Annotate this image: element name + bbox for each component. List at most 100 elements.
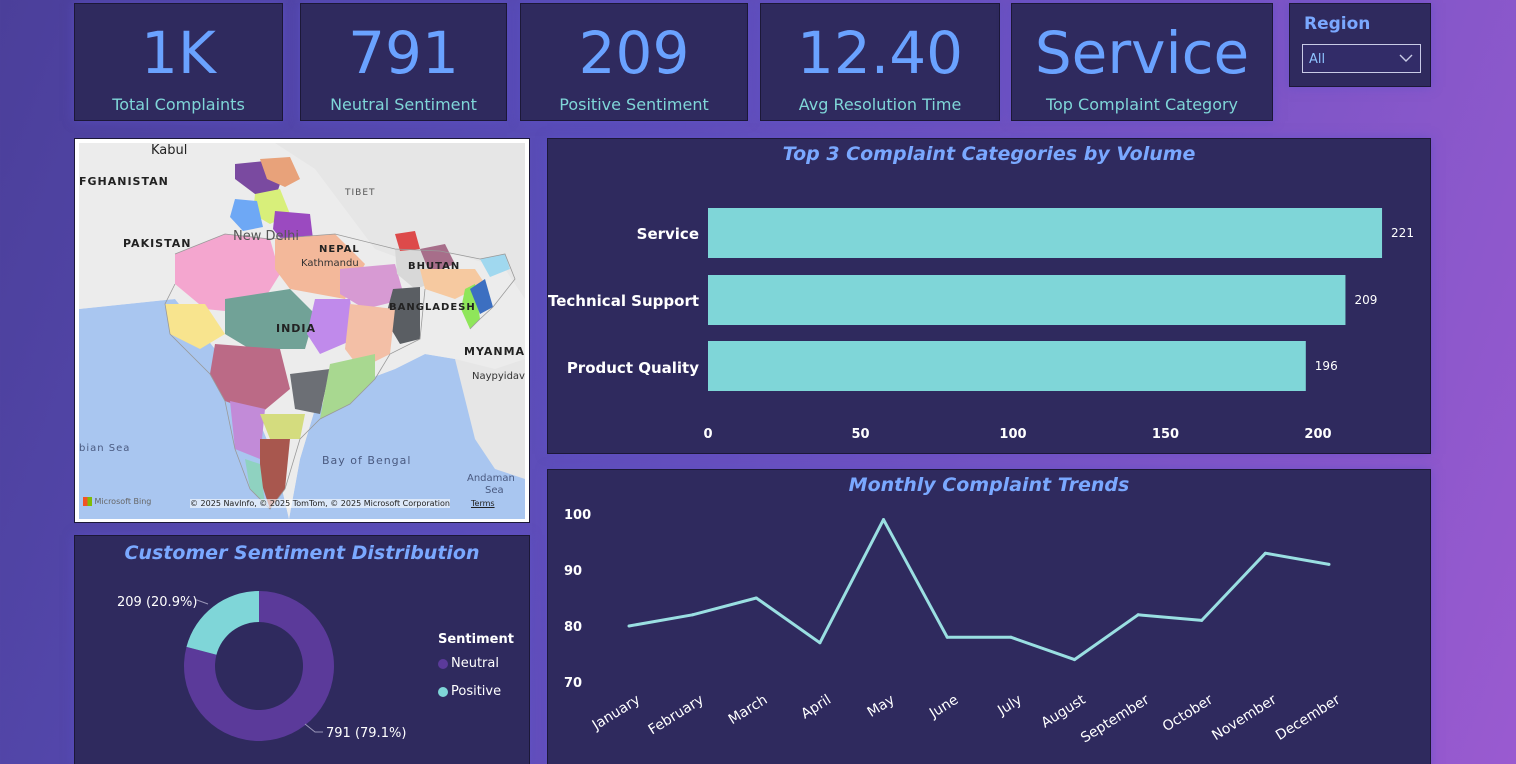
kpi-top-complaint-category[interactable]: Service Top Complaint Category bbox=[1011, 3, 1273, 121]
bar-chart: 221 209 196 0 50 100 150 200 bbox=[703, 208, 1414, 442]
legend-dot-positive bbox=[438, 686, 448, 697]
donut-chart: 209 (20.9%) 791 (79.1%) bbox=[117, 591, 406, 741]
bar-data-label: 209 bbox=[1354, 293, 1377, 307]
bar-1 bbox=[708, 275, 1346, 325]
region-dropdown[interactable]: All bbox=[1302, 44, 1421, 73]
bar-chart-title: Top 3 Complaint Categories by Volume bbox=[782, 143, 1196, 165]
bar-0 bbox=[708, 208, 1383, 258]
map-label-bhutan: BHUTAN bbox=[408, 261, 461, 272]
legend-dot-neutral bbox=[438, 658, 448, 669]
map-label-pakistan: PAKISTAN bbox=[123, 237, 192, 250]
kpi-value: 1K bbox=[141, 19, 216, 87]
x-tick-label: 150 bbox=[1152, 427, 1179, 442]
donut-leader-line bbox=[304, 723, 323, 733]
month-label: March bbox=[726, 692, 771, 728]
line-chart-panel: Monthly Complaint Trends 70 80 90 100 Januar… bbox=[547, 469, 1431, 764]
kpi-avg-resolution-time[interactable]: 12.40 Avg Resolution Time bbox=[760, 3, 1000, 121]
trend-point bbox=[945, 635, 949, 639]
map-label-nepal: NEPAL bbox=[319, 244, 360, 255]
trend-point bbox=[627, 624, 631, 628]
kpi-label: Avg Resolution Time bbox=[798, 95, 962, 114]
x-tick-label: 50 bbox=[851, 427, 869, 442]
month-label: September bbox=[1078, 692, 1152, 747]
trend-point bbox=[1072, 658, 1076, 662]
windows-logo-icon bbox=[83, 497, 92, 506]
y-tick-label: 100 bbox=[564, 508, 591, 523]
legend-label-neutral: Neutral bbox=[451, 656, 499, 671]
kpi-label: Total Complaints bbox=[112, 95, 245, 114]
month-label: April bbox=[798, 692, 834, 723]
line-chart-title: Monthly Complaint Trends bbox=[848, 474, 1130, 496]
kpi-total-complaints[interactable]: 1K Total Complaints bbox=[74, 3, 283, 121]
bar-data-label: 196 bbox=[1315, 359, 1338, 373]
region-slicer-title: Region bbox=[1304, 14, 1371, 34]
donut-chart-title: Customer Sentiment Distribution bbox=[124, 542, 480, 564]
bar-labels: Service Technical Support Product Qualit… bbox=[548, 139, 699, 455]
map-label-andaman-sea: Andaman bbox=[467, 473, 515, 484]
bar-2 bbox=[708, 341, 1306, 391]
kpi-value: 791 bbox=[348, 19, 459, 87]
trend-point bbox=[818, 641, 822, 645]
map-label-kathmandu: Kathmandu bbox=[301, 258, 359, 269]
month-label: August bbox=[1039, 692, 1089, 732]
map-canvas bbox=[79, 143, 525, 519]
trend-point bbox=[1327, 562, 1331, 566]
map-label-kabul: Kabul bbox=[151, 143, 188, 158]
trend-point bbox=[1009, 635, 1013, 639]
donut-slice-neutral bbox=[184, 591, 334, 741]
bar-data-label: 221 bbox=[1391, 226, 1414, 240]
line-chart: 70 80 90 100 January February March April May Jun… bbox=[564, 508, 1343, 747]
y-tick-label: 90 bbox=[564, 564, 582, 579]
chevron-down-icon bbox=[1399, 54, 1413, 62]
map-label-tibet: TIBET bbox=[345, 188, 376, 198]
map-label-bangladesh: BANGLADESH bbox=[389, 302, 476, 313]
trend-point bbox=[882, 518, 886, 522]
map-label-myanmar: MYANMA bbox=[464, 345, 526, 358]
trend-point bbox=[754, 596, 758, 600]
trend-point bbox=[1263, 551, 1267, 555]
x-tick-label: 0 bbox=[703, 427, 712, 442]
kpi-value: 209 bbox=[578, 19, 690, 87]
month-label: June bbox=[926, 692, 961, 722]
map-label-new-delhi: New Delhi bbox=[233, 229, 299, 244]
region-selected-value: All bbox=[1309, 52, 1326, 67]
map-label-arabian-sea: bian Sea bbox=[79, 443, 131, 454]
kpi-value: Service bbox=[1034, 19, 1250, 87]
month-label: December bbox=[1273, 692, 1343, 744]
legend-item-neutral[interactable]: Neutral bbox=[438, 656, 499, 671]
kpi-label: Neutral Sentiment bbox=[330, 95, 477, 114]
kpi-neutral-sentiment[interactable]: 791 Neutral Sentiment bbox=[300, 3, 507, 121]
month-label: July bbox=[994, 692, 1025, 719]
bar-label-technical-support: Technical Support bbox=[548, 292, 700, 310]
kpi-label: Positive Sentiment bbox=[559, 95, 709, 114]
india-map[interactable]: Kabul FGHANISTAN PAKISTAN TIBET New Delh… bbox=[74, 138, 530, 523]
donut-chart-panel: Customer Sentiment Distribution 209 (20.… bbox=[74, 535, 530, 764]
month-label: February bbox=[646, 692, 707, 738]
kpi-positive-sentiment[interactable]: 209 Positive Sentiment bbox=[520, 3, 748, 121]
trend-point bbox=[1200, 618, 1204, 622]
bar-label-product-quality: Product Quality bbox=[566, 359, 699, 377]
month-label: October bbox=[1160, 692, 1216, 735]
map-copyright: © 2025 NavInfo, © 2025 TomTom, © 2025 Mi… bbox=[190, 499, 450, 508]
trend-point bbox=[691, 613, 695, 617]
bing-logo: Microsoft Bing bbox=[83, 497, 151, 506]
kpi-label: Top Complaint Category bbox=[1045, 95, 1239, 114]
month-label: May bbox=[865, 692, 898, 721]
trend-line bbox=[628, 518, 1330, 662]
map-label-afghanistan: FGHANISTAN bbox=[79, 175, 169, 188]
x-tick-label: 100 bbox=[999, 427, 1026, 442]
y-tick-label: 80 bbox=[564, 620, 582, 635]
map-label-bay-of-bengal: Bay of Bengal bbox=[322, 454, 412, 467]
map-terms-link[interactable]: Terms bbox=[471, 499, 495, 508]
kpi-value: 12.40 bbox=[796, 19, 964, 87]
month-label: November bbox=[1209, 692, 1279, 744]
legend-title: Sentiment bbox=[438, 632, 514, 647]
legend-item-positive[interactable]: Positive bbox=[438, 684, 501, 699]
bar-chart-panel: Top 3 Complaint Categories by Volume Ser… bbox=[547, 138, 1431, 454]
region-slicer: Region All bbox=[1289, 3, 1431, 87]
month-label: January bbox=[589, 692, 643, 734]
donut-leader-line bbox=[195, 599, 209, 605]
trend-point bbox=[1136, 613, 1140, 617]
donut-slice-positive bbox=[186, 591, 259, 655]
map-label-naypyidaw: Naypyidav bbox=[472, 371, 525, 382]
